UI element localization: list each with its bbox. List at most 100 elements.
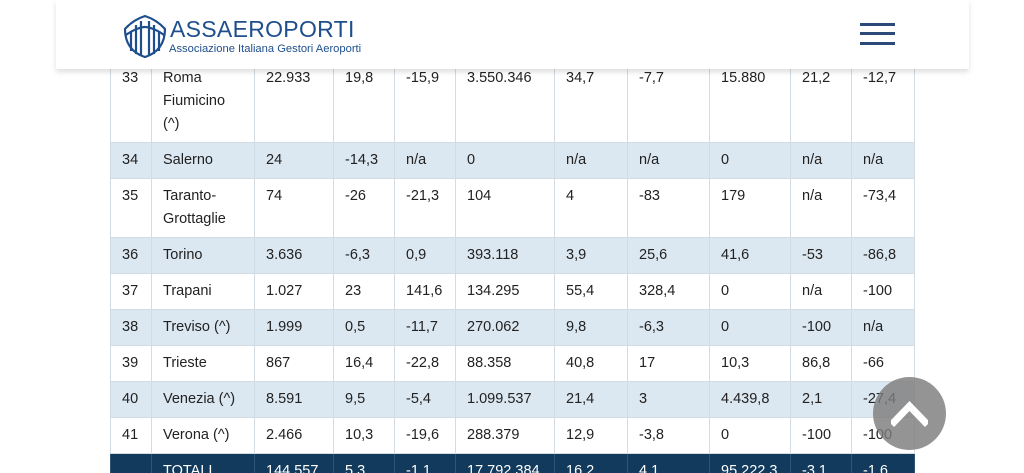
value-cell: 104: [455, 178, 555, 238]
value-cell: -3,1: [790, 453, 852, 473]
value-cell: 9,5: [333, 381, 395, 418]
value-cell: 16,2: [554, 453, 628, 473]
value-cell: 17: [627, 345, 710, 382]
value-cell: 17.792.384: [455, 453, 555, 473]
value-cell: 23: [333, 273, 395, 310]
value-cell: 270.062: [455, 309, 555, 346]
value-cell: -66: [851, 345, 915, 382]
value-cell: -53: [790, 237, 852, 274]
value-cell: 74: [254, 178, 334, 238]
value-cell: -14,3: [333, 142, 395, 179]
airport-cell: Taranto- Grottaglie: [151, 178, 255, 238]
value-cell: 10,3: [333, 417, 395, 454]
value-cell: 141,6: [394, 273, 456, 310]
value-cell: 393.118: [455, 237, 555, 274]
back-to-top-button[interactable]: [873, 377, 946, 450]
airport-name-line: Torino: [163, 247, 203, 263]
airport-traffic-table: 33 Roma Fiumicino (^) 22.933 19,8 -15,9 3.550.3…: [110, 40, 915, 473]
value-cell: 134.295: [455, 273, 555, 310]
value-cell: -6,3: [333, 237, 395, 274]
value-cell: n/a: [851, 309, 915, 346]
airport-cell: Trieste: [151, 345, 255, 382]
totals-label: TOTALI: [151, 453, 255, 473]
value-cell: n/a: [554, 142, 628, 179]
value-cell: n/a: [851, 142, 915, 179]
value-cell: 1.027: [254, 273, 334, 310]
airport-cell: Torino: [151, 237, 255, 274]
value-cell: 41,6: [709, 237, 791, 274]
value-cell: 88.358: [455, 345, 555, 382]
airport-cell: Treviso (^): [151, 309, 255, 346]
value-cell: 9,8: [554, 309, 628, 346]
table-row: 38 Treviso (^) 1.999 0,5 -11,7 270.062 9,8 -6,3…: [110, 309, 915, 346]
value-cell: -100: [790, 309, 852, 346]
traffic-table-container: 33 Roma Fiumicino (^) 22.933 19,8 -15,9 3.550.3…: [110, 40, 915, 473]
hamburger-menu-icon[interactable]: [860, 21, 896, 47]
value-cell: -1,6: [851, 453, 915, 473]
table-row: 37 Trapani 1.027 23 141,6 134.295 55,4 328,4 0 n/…: [110, 273, 915, 310]
chevron-up-icon: [891, 400, 928, 427]
value-cell: 95.222,3: [709, 453, 791, 473]
value-cell: 3: [627, 381, 710, 418]
rank-cell: 36: [110, 237, 152, 274]
assaeroporti-logo-icon[interactable]: [122, 13, 168, 58]
value-cell: -6,3: [627, 309, 710, 346]
airport-name-line: Trieste: [163, 355, 207, 371]
value-cell: 4.439,8: [709, 381, 791, 418]
value-cell: 10,3: [709, 345, 791, 382]
value-cell: 0: [709, 417, 791, 454]
table-row: 34 Salerno 24 -14,3 n/a 0 n/a n/a 0 n/a n/a: [110, 142, 915, 179]
value-cell: 328,4: [627, 273, 710, 310]
value-cell: n/a: [790, 178, 852, 238]
table-row: 41 Verona (^) 2.466 10,3 -19,6 288.379 12,9 -3,…: [110, 417, 915, 454]
brand-name[interactable]: ASSAEROPORTI: [170, 16, 355, 42]
value-cell: 40,8: [554, 345, 628, 382]
value-cell: n/a: [394, 142, 456, 179]
value-cell: -19,6: [394, 417, 456, 454]
value-cell: 1.099.537: [455, 381, 555, 418]
airport-name-line: Verona (^): [163, 427, 230, 443]
value-cell: 24: [254, 142, 334, 179]
value-cell: 288.379: [455, 417, 555, 454]
value-cell: 21,4: [554, 381, 628, 418]
rank-cell: 35: [110, 178, 152, 238]
rank-cell: 40: [110, 381, 152, 418]
airport-cell: Venezia (^): [151, 381, 255, 418]
value-cell: -86,8: [851, 237, 915, 274]
value-cell: -21,3: [394, 178, 456, 238]
rank-cell: 41: [110, 417, 152, 454]
airport-name-line: Trapani: [163, 283, 212, 299]
airport-name-line: Treviso (^): [163, 319, 231, 335]
value-cell: 12,9: [554, 417, 628, 454]
brand-subtitle: Associazione Italiana Gestori Aeroporti: [169, 43, 362, 55]
value-cell: 0: [709, 273, 791, 310]
value-cell: 55,4: [554, 273, 628, 310]
value-cell: 2,1: [790, 381, 852, 418]
value-cell: -73,4: [851, 178, 915, 238]
rank-cell: 39: [110, 345, 152, 382]
value-cell: 86,8: [790, 345, 852, 382]
value-cell: 0,9: [394, 237, 456, 274]
rank-cell: 37: [110, 273, 152, 310]
value-cell: 0: [709, 309, 791, 346]
value-cell: 5,3: [333, 453, 395, 473]
value-cell: 179: [709, 178, 791, 238]
value-cell: 4: [554, 178, 628, 238]
airport-name-line: Salerno: [163, 152, 213, 168]
value-cell: 144.557: [254, 453, 334, 473]
value-cell: n/a: [627, 142, 710, 179]
value-cell: 867: [254, 345, 334, 382]
airport-name-line: Taranto-: [163, 188, 217, 204]
value-cell: 3.636: [254, 237, 334, 274]
airport-name-line: Roma: [163, 70, 202, 86]
value-cell: -26: [333, 178, 395, 238]
value-cell: n/a: [790, 142, 852, 179]
value-cell: -3,8: [627, 417, 710, 454]
table-row: 36 Torino 3.636 -6,3 0,9 393.118 3,9 25,6 41,6 -5…: [110, 237, 915, 274]
value-cell: 16,4: [333, 345, 395, 382]
value-cell: 0: [709, 142, 791, 179]
value-cell: 0: [455, 142, 555, 179]
airport-cell: Trapani: [151, 273, 255, 310]
value-cell: -100: [851, 273, 915, 310]
value-cell: 2.466: [254, 417, 334, 454]
